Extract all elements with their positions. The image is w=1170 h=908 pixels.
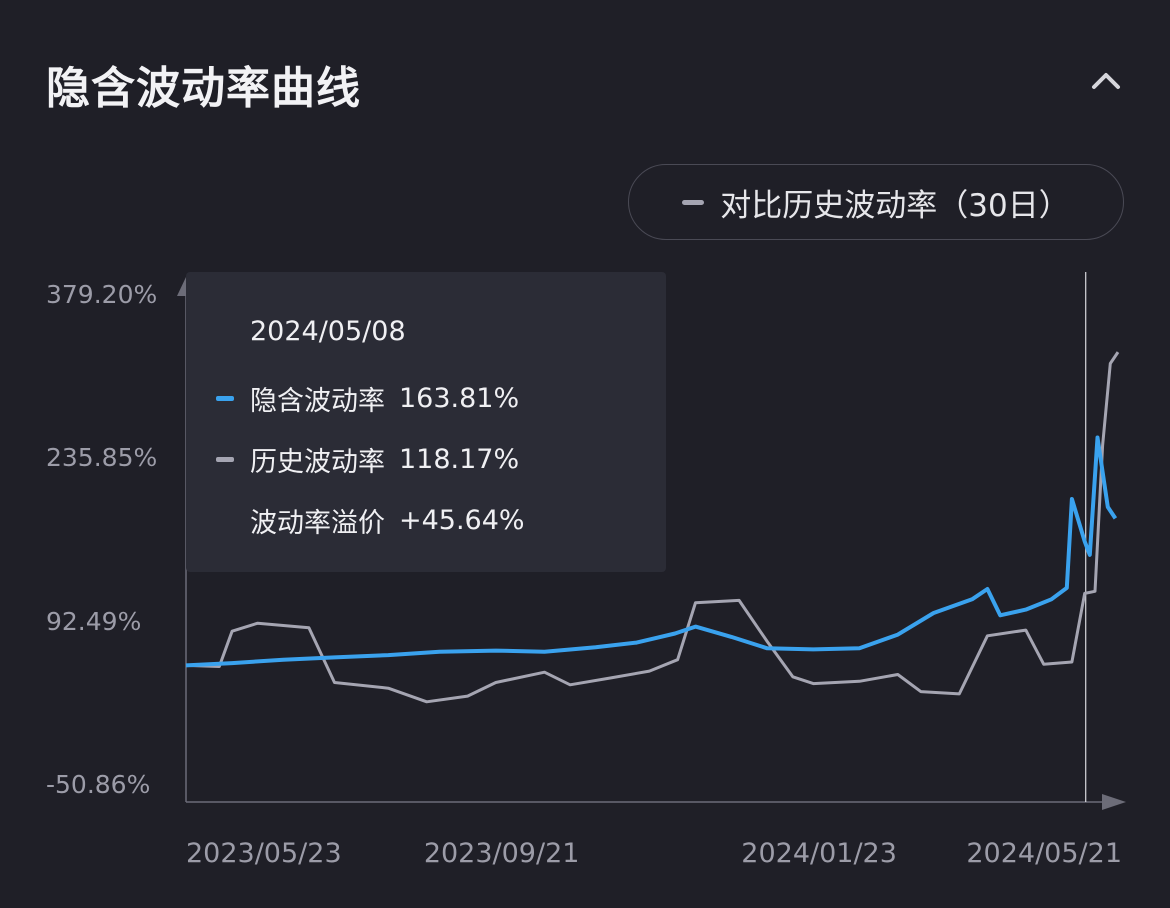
tooltip-label-iv: 隐含波动率: [250, 386, 385, 417]
x-tick-label: 2023/05/23: [186, 838, 342, 869]
series-line-1: [185, 351, 1120, 704]
x-tick-label: 2024/01/23: [741, 838, 897, 869]
chevron-up-icon: [1092, 73, 1120, 89]
page-title: 隐含波动率曲线: [46, 63, 361, 114]
compare-hv-label: 对比历史波动率（30日）: [720, 187, 1070, 224]
iv-legend-swatch: [216, 396, 234, 401]
x-axis-arrow-icon: [1102, 794, 1126, 810]
compare-hv-toggle[interactable]: 对比历史波动率（30日）: [628, 164, 1124, 240]
y-tick-label: 379.20%: [46, 280, 158, 309]
premium-swatch-spacer: [216, 518, 234, 523]
tooltip-row-premium: 波动率溢价 +45.64%: [216, 501, 525, 540]
y-tick-label: 235.85%: [46, 443, 158, 473]
x-tick-label: 2023/09/21: [423, 838, 580, 869]
y-tick-label: 92.49%: [46, 606, 142, 636]
tooltip-label-hv: 历史波动率: [250, 447, 385, 478]
tooltip-date: 2024/05/08: [250, 316, 406, 347]
tooltip-row-iv: 隐含波动率 163.81%: [216, 379, 519, 418]
tooltip-value-premium: +45.64%: [399, 505, 525, 536]
legend-dash-icon: [682, 199, 705, 205]
tooltip-row-hv: 历史波动率 118.17%: [216, 440, 519, 479]
hv-legend-swatch: [216, 457, 234, 462]
y-tick-label: -50.86%: [46, 770, 151, 799]
x-tick-label: 2024/05/21: [966, 838, 1122, 869]
tooltip-value-iv: 163.81%: [399, 383, 520, 414]
series-line-0: [185, 435, 1118, 668]
chart-tooltip: 2024/05/08 隐含波动率 163.81% 历史波动率 118.17% 波…: [186, 272, 666, 572]
tooltip-label-premium: 波动率溢价: [250, 508, 385, 539]
tooltip-value-hv: 118.17%: [399, 444, 520, 475]
collapse-button[interactable]: [1086, 60, 1126, 100]
